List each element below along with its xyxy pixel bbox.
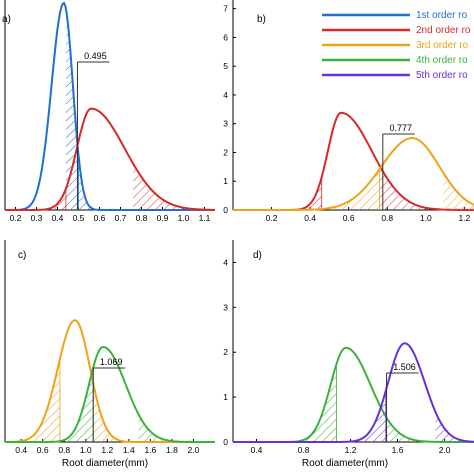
hatched-area-order-2 [379, 165, 474, 210]
x-tick-label: 0.4 [304, 213, 316, 223]
hatched-area-order-5 [435, 411, 474, 442]
y-tick-label: 3 [223, 302, 228, 312]
panel-label: b) [257, 14, 266, 25]
x-tick-label: 0.8 [58, 445, 70, 455]
legend-label-5: 5th order ro [416, 70, 468, 81]
x-tick-label: 1.0 [80, 445, 92, 455]
x-axis-title-left: Root diameter(mm) [62, 458, 148, 469]
x-tick-label: 0.6 [37, 445, 49, 455]
hatched-area-order-4 [385, 416, 474, 442]
distribution-curve-order-3 [233, 137, 474, 211]
x-axis-title-right: Root diameter(mm) [302, 458, 388, 469]
threshold-value-label: 0.777 [390, 123, 413, 133]
x-tick-label: 2.0 [439, 445, 451, 455]
x-tick-label: 1.1 [199, 213, 211, 223]
legend-label-2: 2nd order ro [416, 25, 471, 36]
y-tick-label: 1 [223, 176, 228, 186]
x-tick-label: 0.2 [266, 213, 278, 223]
x-tick-label: 1.2 [345, 445, 357, 455]
hatched-area-order-3 [93, 383, 215, 442]
distribution-curve-order-5 [233, 342, 474, 443]
distribution-curve-order-2 [5, 107, 216, 211]
panel-3: 0.4 0.6 0.8 1.0 1.2 1.4 1.6 1.8 2.0 c) 1.069 [4, 240, 216, 455]
hatched-area-order-2 [299, 177, 322, 210]
legend: 1st order ro 2nd order ro 3rd order ro 4th … [322, 10, 471, 81]
x-tick-label: 1.8 [166, 445, 178, 455]
x-tick-label: 1.6 [144, 445, 156, 455]
x-tick-label: 2.0 [188, 445, 200, 455]
hatched-area-order-3 [313, 169, 380, 210]
panel-2: 0.2 0.4 0.6 0.8 1.0 1.2 0 1 2 3 4 5 6 7 b) 0.777 [223, 0, 474, 223]
panel-label: d) [253, 250, 262, 261]
x-tick-label: 0.9 [157, 213, 169, 223]
x-tick-label: 0.4 [251, 445, 263, 455]
legend-label-1: 1st order ro [416, 10, 468, 21]
panel-label: c) [18, 250, 26, 261]
panel-1: 0.2 0.3 0.4 0.5 0.6 0.7 0.8 0.9 1.0 1.1 a) 0.495 [2, 0, 216, 223]
y-tick-label: 3 [223, 119, 228, 129]
legend-label-4: 4th order ro [416, 55, 468, 66]
y-tick-label: 0 [223, 205, 228, 215]
y-tick-label: 1 [223, 392, 228, 402]
x-tick-label: 0.8 [381, 213, 393, 223]
y-tick-label: 2 [223, 347, 228, 357]
y-tick-label: 7 [223, 4, 228, 14]
x-tick-label: 1.4 [123, 445, 135, 455]
x-tick-label: 0.6 [343, 213, 355, 223]
y-tick-label: 5 [223, 61, 228, 71]
legend-label-3: 3rd order ro [416, 40, 469, 51]
y-tick-label: 4 [223, 90, 228, 100]
x-tick-label: 1.2 [101, 445, 113, 455]
threshold-value-label: 0.495 [84, 51, 107, 61]
x-tick-label: 0.6 [94, 213, 106, 223]
hatched-area-order-5 [351, 390, 386, 442]
y-tick-label: 4 [223, 257, 228, 267]
x-tick-label: 0.5 [73, 213, 85, 223]
distribution-curve-order-2 [233, 111, 474, 211]
distribution-curve-order-4 [5, 345, 216, 443]
x-tick-label: 1.6 [392, 445, 404, 455]
x-tick-label: 0.4 [52, 213, 64, 223]
panel-4: 0.4 0.8 1.2 1.6 2.0 0 1 2 3 4 d) 1.506 [223, 240, 474, 455]
hatched-area-order-4 [296, 364, 337, 442]
hatched-area-order-1 [65, 8, 79, 210]
hatched-area-order-3 [19, 358, 60, 442]
distribution-curve-order-1 [4, 1, 215, 211]
x-tick-label: 0.8 [136, 213, 148, 223]
panel-label: a) [2, 14, 11, 25]
x-tick-label: 1.0 [178, 213, 190, 223]
hatched-area-order-2 [133, 163, 215, 210]
x-tick-label: 0.4 [15, 445, 27, 455]
x-tick-label: 0.3 [31, 213, 43, 223]
hatched-area-order-2 [45, 188, 66, 210]
x-tick-label: 0.8 [298, 445, 310, 455]
y-tick-label: 2 [223, 147, 228, 157]
y-tick-label: 0 [223, 437, 228, 447]
x-tick-label: 1.0 [420, 213, 432, 223]
x-tick-label: 0.7 [115, 213, 127, 223]
x-tick-label: 1.2 [458, 213, 470, 223]
hatched-area-order-4 [58, 367, 94, 442]
x-tick-label: 0.2 [10, 213, 22, 223]
hatched-area-order-4 [138, 414, 215, 442]
distribution-curve-order-3 [4, 319, 215, 443]
threshold-value-label: 1.506 [393, 362, 416, 372]
y-tick-label: 6 [223, 32, 228, 42]
threshold-value-label: 1.069 [100, 357, 123, 367]
